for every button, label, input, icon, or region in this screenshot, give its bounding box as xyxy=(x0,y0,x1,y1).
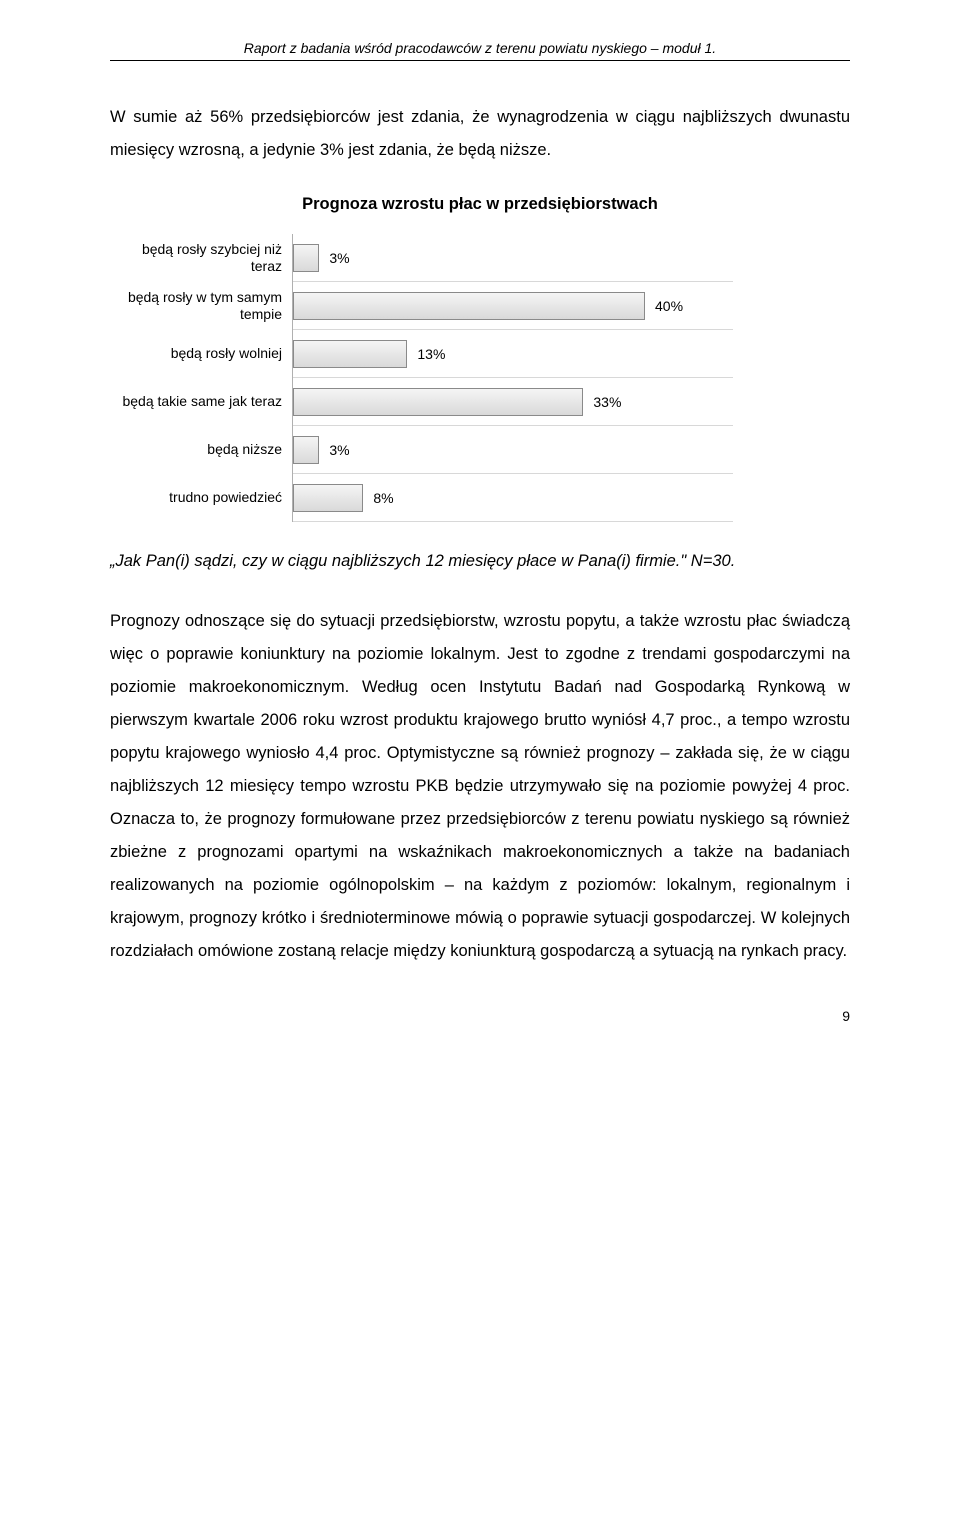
chart-caption: „Jak Pan(i) sądzi, czy w ciągu najbliższ… xyxy=(110,546,850,577)
chart-bar xyxy=(293,484,363,512)
chart-bar-value: 8% xyxy=(373,490,393,506)
chart-row-label: będą rosły w tym samym tempie xyxy=(110,289,292,324)
chart-bar-value: 40% xyxy=(655,298,683,314)
chart-row: będą rosły szybciej niż teraz 3% xyxy=(110,234,850,282)
chart-row: będą rosły w tym samym tempie 40% xyxy=(110,282,850,330)
chart-bar-value: 3% xyxy=(329,442,349,458)
intro-paragraph: W sumie aż 56% przedsiębiorców jest zdan… xyxy=(110,101,850,167)
chart-row-plot: 40% xyxy=(292,282,733,330)
chart-bar xyxy=(293,244,319,272)
chart-bar xyxy=(293,436,319,464)
chart-bar xyxy=(293,388,583,416)
page: Raport z badania wśród pracodawców z ter… xyxy=(0,0,960,1054)
chart-row: będą takie same jak teraz 33% xyxy=(110,378,850,426)
chart-bar-value: 33% xyxy=(593,394,621,410)
chart-row-plot: 3% xyxy=(292,426,733,474)
chart-row: będą rosły wolniej 13% xyxy=(110,330,850,378)
chart-bar-value: 3% xyxy=(329,250,349,266)
chart-row-label: będą takie same jak teraz xyxy=(110,393,292,411)
running-header: Raport z badania wśród pracodawców z ter… xyxy=(110,40,850,61)
chart-row-label: będą rosły szybciej niż teraz xyxy=(110,241,292,276)
chart-row-plot: 8% xyxy=(292,474,733,522)
chart-row: będą niższe 3% xyxy=(110,426,850,474)
chart-row: trudno powiedzieć 8% xyxy=(110,474,850,522)
chart-row-plot: 3% xyxy=(292,234,733,282)
page-number: 9 xyxy=(110,1008,850,1024)
chart-row-plot: 33% xyxy=(292,378,733,426)
chart-row-label: będą niższe xyxy=(110,441,292,459)
chart-row-label: będą rosły wolniej xyxy=(110,345,292,363)
main-paragraph: Prognozy odnoszące się do sytuacji przed… xyxy=(110,605,850,968)
chart-bar xyxy=(293,292,645,320)
chart-bar-value: 13% xyxy=(417,346,445,362)
chart-row-label: trudno powiedzieć xyxy=(110,489,292,507)
chart-bar xyxy=(293,340,407,368)
chart-plot-area: będą rosły szybciej niż teraz3%będą rosł… xyxy=(110,234,850,522)
chart-title: Prognoza wzrostu płac w przedsiębiorstwa… xyxy=(110,195,850,214)
wage-forecast-chart: Prognoza wzrostu płac w przedsiębiorstwa… xyxy=(110,195,850,522)
chart-row-plot: 13% xyxy=(292,330,733,378)
chart-gridline xyxy=(293,521,733,522)
